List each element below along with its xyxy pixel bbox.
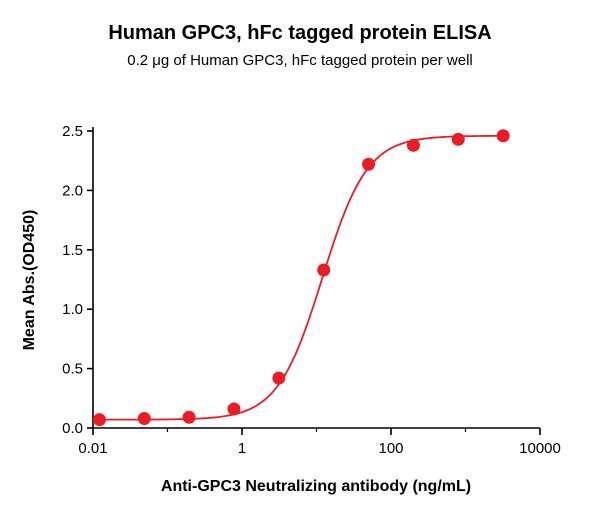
x-tick-label: 1	[238, 440, 246, 457]
data-point	[496, 129, 510, 143]
data-point	[272, 371, 286, 385]
axes	[92, 127, 540, 429]
x-tick-label: 10000	[519, 440, 561, 457]
data-point	[137, 412, 151, 425]
y-tick-label: 0.0	[62, 420, 83, 437]
data-point	[182, 410, 196, 424]
data-point	[362, 157, 376, 171]
chart-title: Human GPC3, hFc tagged protein ELISA	[108, 22, 492, 44]
data-point	[406, 138, 420, 152]
data-point	[317, 263, 331, 277]
y-ticks: 0.0 0.5 1.0 1.5 2.0 2.5	[62, 123, 93, 437]
data-points	[92, 129, 510, 427]
y-tick-label: 1.5	[62, 242, 83, 259]
chart-subtitle: 0.2 μg of Human GPC3, hFc tagged protein…	[127, 52, 473, 69]
y-tick-label: 0.5	[62, 361, 83, 378]
data-point	[227, 402, 241, 416]
x-axis-label: Anti-GPC3 Neutralizing antibody (ng/mL)	[160, 478, 472, 495]
y-tick-label: 1.0	[62, 301, 83, 318]
y-axis-label: Mean Abs.(OD450)	[21, 209, 38, 351]
data-point	[92, 413, 106, 427]
fit-curve	[99, 134, 504, 421]
y-tick-label: 2.0	[62, 182, 83, 199]
x-ticks: 0.01 1 100 10000	[78, 428, 561, 457]
x-tick-label: 0.01	[78, 440, 107, 457]
y-tick-label: 2.5	[62, 123, 83, 140]
data-point	[451, 132, 465, 146]
x-tick-label: 100	[378, 440, 403, 457]
